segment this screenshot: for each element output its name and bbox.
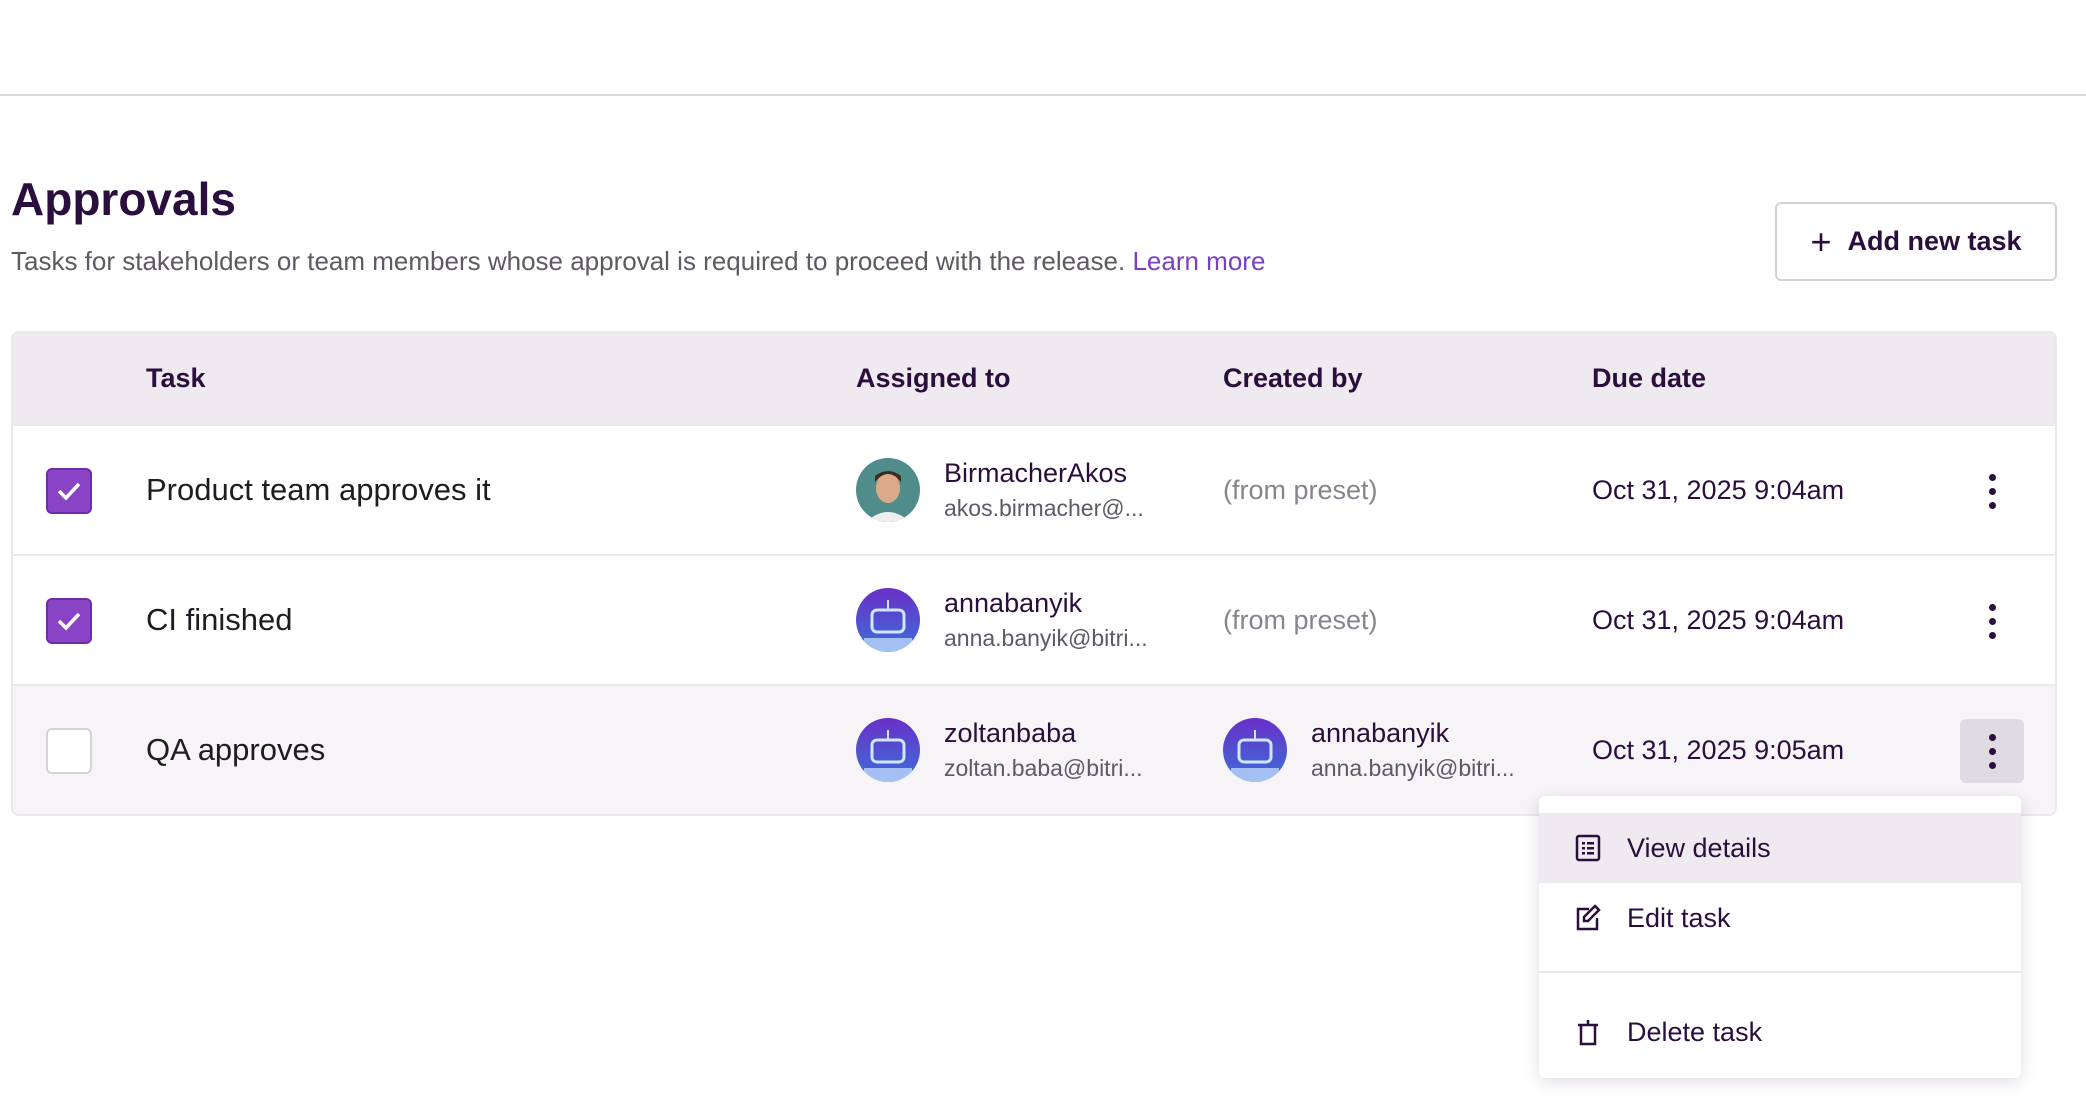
task-checkbox[interactable] [46, 728, 92, 774]
table-row: Product team approves it BirmacherAkos ak… [13, 424, 2055, 554]
column-assigned-to: Assigned to [856, 363, 1011, 393]
table-row: CI finished annabanyik anna.banyik@bitri.… [13, 554, 2055, 684]
task-name: CI finished [146, 602, 293, 637]
menu-item-delete-task[interactable]: Delete task [1539, 997, 2021, 1067]
avatar [856, 588, 920, 652]
table-header: Task Assigned to Created by Due date [13, 333, 2055, 424]
due-date: Oct 31, 2025 9:04am [1592, 605, 1845, 635]
assignee: zoltanbaba zoltan.baba@bitri... [856, 718, 1143, 782]
kebab-icon [1988, 473, 1996, 481]
kebab-icon [1988, 733, 1996, 741]
kebab-icon-dot [1988, 487, 1996, 495]
trash-icon [1578, 1020, 1598, 1046]
top-bar [0, 0, 2086, 96]
created-by: (from preset) [1223, 475, 1378, 505]
add-new-task-button[interactable]: + Add new task [1775, 202, 2057, 281]
avatar [856, 718, 920, 782]
due-date: Oct 31, 2025 9:05am [1592, 735, 1845, 765]
assignee: BirmacherAkos akos.birmacher@... [856, 458, 1144, 522]
check-icon [57, 482, 81, 501]
learn-more-link[interactable]: Learn more [1132, 246, 1266, 276]
avatar [856, 458, 920, 522]
more-options-button[interactable] [1960, 459, 2024, 523]
page-title: Approvals [11, 173, 236, 225]
kebab-icon-dot [1988, 761, 1996, 769]
created-by: annabanyik anna.banyik@bitri... [1223, 718, 1515, 782]
more-options-button[interactable] [1960, 589, 2024, 653]
approvals-table: Task Assigned to Created by Due date Pro… [11, 331, 2057, 816]
row-actions-menu: View details Edit task Delete task [1539, 796, 2021, 1078]
assignee: annabanyik anna.banyik@bitri... [856, 588, 1148, 652]
menu-item-edit-task[interactable]: Edit task [1539, 883, 2021, 953]
created-by: (from preset) [1223, 605, 1378, 635]
menu-divider [1539, 971, 2021, 973]
check-icon [57, 612, 81, 631]
menu-item-view-details[interactable]: View details [1539, 813, 2021, 883]
plus-icon: + [1810, 220, 1832, 262]
task-checkbox[interactable] [46, 598, 92, 644]
task-name: Product team approves it [146, 472, 491, 507]
due-date: Oct 31, 2025 9:04am [1592, 475, 1845, 505]
task-name: QA approves [146, 732, 326, 767]
kebab-icon [1988, 603, 1996, 611]
edit-icon [1576, 904, 1601, 931]
kebab-icon-dot [1988, 631, 1996, 639]
avatar [1223, 718, 1287, 782]
column-due-date: Due date [1592, 363, 1707, 393]
page-description: Tasks for stakeholders or team members w… [11, 246, 1266, 276]
list-icon [1575, 834, 1601, 862]
kebab-icon-dot [1988, 747, 1996, 755]
column-created-by: Created by [1223, 363, 1363, 393]
more-options-button[interactable] [1960, 719, 2024, 783]
column-task: Task [146, 363, 206, 393]
task-checkbox[interactable] [46, 468, 92, 514]
kebab-icon-dot [1988, 501, 1996, 509]
table-row: QA approves zoltanbaba zoltan.baba@bitri.… [13, 684, 2055, 814]
kebab-icon-dot [1988, 617, 1996, 625]
